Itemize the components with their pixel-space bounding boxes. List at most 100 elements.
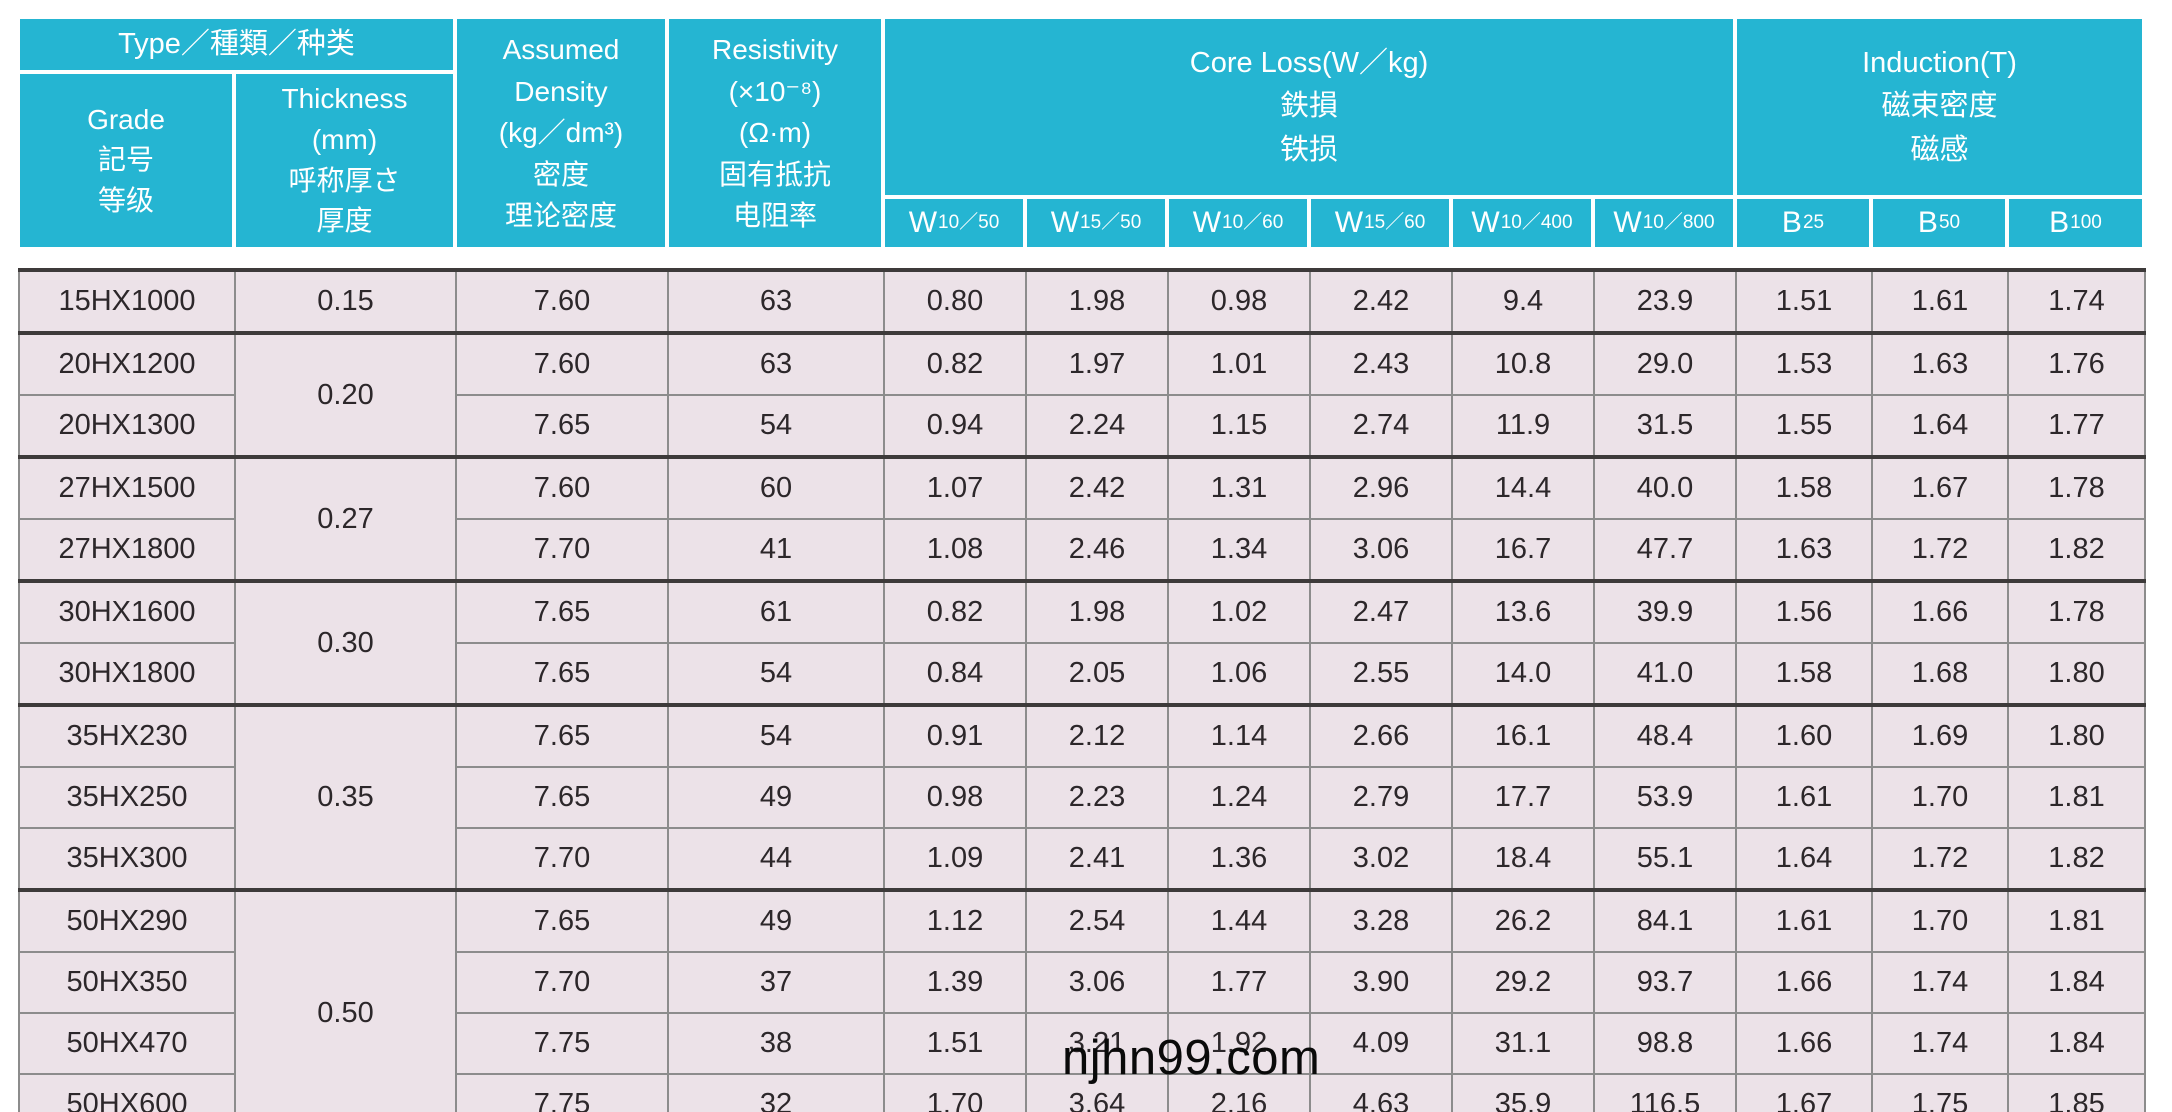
induction-cell: 1.75 bbox=[1871, 1073, 2008, 1112]
table-row: 27HX1500 0.27 7.60 60 1.07 2.42 1.31 2.96 14.4 40… bbox=[18, 455, 2145, 581]
thickness-cell: 0.20 bbox=[234, 331, 456, 457]
core-loss-cell: 93.7 bbox=[1593, 951, 1736, 1013]
core-loss-cell: 1.77 bbox=[1167, 951, 1310, 1013]
induction-cell: 1.70 bbox=[1871, 766, 2008, 828]
spec-table: Type／種類／种类 Grade 記号 等级 Thickness (mm) 呼称… bbox=[18, 17, 2146, 1112]
density-cell: 7.60 bbox=[455, 331, 668, 395]
density-cell: 7.65 bbox=[455, 579, 668, 643]
core-loss-cell: 4.63 bbox=[1309, 1073, 1452, 1112]
core-loss-cell: 2.24 bbox=[1025, 394, 1168, 457]
core-loss-cell: 23.9 bbox=[1593, 268, 1736, 333]
core-loss-cell: 1.07 bbox=[883, 455, 1026, 519]
density-cell: 7.60 bbox=[455, 455, 668, 519]
core-loss-cell: 41.0 bbox=[1593, 642, 1736, 705]
induction-cell: 1.63 bbox=[1871, 331, 2008, 395]
core-loss-cell: 2.54 bbox=[1025, 888, 1168, 952]
core-loss-cell: 1.70 bbox=[883, 1073, 1026, 1112]
resistivity-cell: 49 bbox=[667, 766, 884, 828]
induction-cell: 1.64 bbox=[1871, 394, 2008, 457]
induction-cell: 1.81 bbox=[2007, 766, 2145, 828]
core-loss-cell: 1.12 bbox=[883, 888, 1026, 952]
header-induction-subcol-0-symbol: B bbox=[1781, 205, 1802, 239]
core-loss-cell: 3.28 bbox=[1309, 888, 1452, 952]
grade-cell: 50HX470 bbox=[18, 1012, 235, 1074]
induction-cell: 1.76 bbox=[2007, 331, 2145, 395]
core-loss-cell: 84.1 bbox=[1593, 888, 1736, 952]
data-table: 15HX1000 0.15 7.60 63 0.80 1.98 0.98 2.42 9.4 23.… bbox=[18, 268, 2146, 1112]
grade-cell: 27HX1800 bbox=[18, 518, 235, 581]
header-grade: Grade 記号 等级 bbox=[18, 72, 234, 249]
core-loss-cell: 2.55 bbox=[1309, 642, 1452, 705]
core-loss-cell: 2.41 bbox=[1025, 827, 1168, 890]
core-loss-cell: 2.23 bbox=[1025, 766, 1168, 828]
core-loss-cell: 2.42 bbox=[1025, 455, 1168, 519]
core-loss-cell: 29.0 bbox=[1593, 331, 1736, 395]
core-loss-cell: 17.7 bbox=[1451, 766, 1594, 828]
induction-cell: 1.51 bbox=[1735, 268, 1872, 333]
resistivity-cell: 37 bbox=[667, 951, 884, 1013]
core-loss-cell: 2.66 bbox=[1309, 703, 1452, 767]
table-row: 30HX1600 0.30 7.65 61 0.82 1.98 1.02 2.47 13.6 39… bbox=[18, 579, 2145, 705]
core-loss-cell: 14.4 bbox=[1451, 455, 1594, 519]
core-loss-cell: 1.14 bbox=[1167, 703, 1310, 767]
header-induction: Induction(T) 磁束密度 磁感 bbox=[1735, 17, 2144, 197]
core-loss-cell: 1.01 bbox=[1167, 331, 1310, 395]
core-loss-cell: 2.74 bbox=[1309, 394, 1452, 457]
table-row: 50HX290 0.50 7.65 49 1.12 2.54 1.44 3.28 26.2 84.… bbox=[18, 888, 2145, 1112]
core-loss-cell: 1.51 bbox=[883, 1012, 1026, 1074]
core-loss-cell: 31.1 bbox=[1451, 1012, 1594, 1074]
resistivity-cell: 38 bbox=[667, 1012, 884, 1074]
core-loss-cell: 53.9 bbox=[1593, 766, 1736, 828]
induction-cell: 1.84 bbox=[2007, 951, 2145, 1013]
table-row: 50HX470 7.75 38 1.51 3.21 1.92 4.09 31.1 98.8 1.6… bbox=[18, 1012, 2145, 1074]
table-row: 27HX1800 7.70 41 1.08 2.46 1.34 3.06 16.7 47.7 1.… bbox=[18, 518, 2145, 581]
core-loss-cell: 1.09 bbox=[883, 827, 1026, 890]
core-loss-cell: 18.4 bbox=[1451, 827, 1594, 890]
core-loss-cell: 2.43 bbox=[1309, 331, 1452, 395]
induction-cell: 1.72 bbox=[1871, 827, 2008, 890]
density-cell: 7.75 bbox=[455, 1012, 668, 1074]
core-loss-cell: 48.4 bbox=[1593, 703, 1736, 767]
resistivity-cell: 60 bbox=[667, 455, 884, 519]
header-induction-subcol-0: B 25 bbox=[1735, 197, 1871, 249]
header-induction-subcol-1-subscript: 50 bbox=[1938, 211, 1961, 233]
thickness-cell: 0.27 bbox=[234, 455, 456, 581]
density-cell: 7.65 bbox=[455, 703, 668, 767]
header-core-loss-subcol-0: W 10／50 bbox=[883, 197, 1025, 249]
header-resistivity: Resistivity (×10⁻⁸) (Ω·m) 固有抵抗 电阻率 bbox=[667, 17, 883, 249]
core-loss-cell: 10.8 bbox=[1451, 331, 1594, 395]
induction-cell: 1.61 bbox=[1735, 888, 1872, 952]
core-loss-cell: 3.90 bbox=[1309, 951, 1452, 1013]
header-core-loss-subcol-1: W 15／50 bbox=[1025, 197, 1167, 249]
header-core-loss-subcol-4: W 10／400 bbox=[1451, 197, 1593, 249]
grade-cell: 15HX1000 bbox=[18, 268, 235, 333]
header-thickness: Thickness (mm) 呼称厚さ 厚度 bbox=[234, 72, 455, 249]
induction-cell: 1.63 bbox=[1735, 518, 1872, 581]
core-loss-cell: 2.42 bbox=[1309, 268, 1452, 333]
core-loss-cell: 29.2 bbox=[1451, 951, 1594, 1013]
table-row: 20HX1200 0.20 7.60 63 0.82 1.97 1.01 2.43 10.8 29… bbox=[18, 331, 2145, 457]
core-loss-cell: 116.5 bbox=[1593, 1073, 1736, 1112]
density-cell: 7.70 bbox=[455, 518, 668, 581]
induction-cell: 1.60 bbox=[1735, 703, 1872, 767]
density-cell: 7.65 bbox=[455, 394, 668, 457]
header-core-loss-subcol-4-symbol: W bbox=[1471, 205, 1500, 239]
induction-cell: 1.70 bbox=[1871, 888, 2008, 952]
table-row: 50HX350 7.70 37 1.39 3.06 1.77 3.90 29.2 93.7 1.6… bbox=[18, 951, 2145, 1013]
core-loss-cell: 2.79 bbox=[1309, 766, 1452, 828]
grade-cell: 20HX1200 bbox=[18, 331, 235, 395]
induction-cell: 1.55 bbox=[1735, 394, 1872, 457]
header-core-loss-subcol-3: W 15／60 bbox=[1309, 197, 1451, 249]
induction-cell: 1.81 bbox=[2007, 888, 2145, 952]
header-core-loss-subcol-0-symbol: W bbox=[908, 205, 938, 239]
resistivity-cell: 32 bbox=[667, 1073, 884, 1112]
core-loss-cell: 0.80 bbox=[883, 268, 1026, 333]
core-loss-cell: 26.2 bbox=[1451, 888, 1594, 952]
header-core-loss-subcol-2-symbol: W bbox=[1192, 205, 1222, 239]
induction-cell: 1.85 bbox=[2007, 1073, 2145, 1112]
resistivity-cell: 44 bbox=[667, 827, 884, 890]
induction-cell: 1.72 bbox=[1871, 518, 2008, 581]
core-loss-cell: 3.21 bbox=[1025, 1012, 1168, 1074]
header-induction-subcol-2-symbol: B bbox=[2049, 205, 2070, 239]
